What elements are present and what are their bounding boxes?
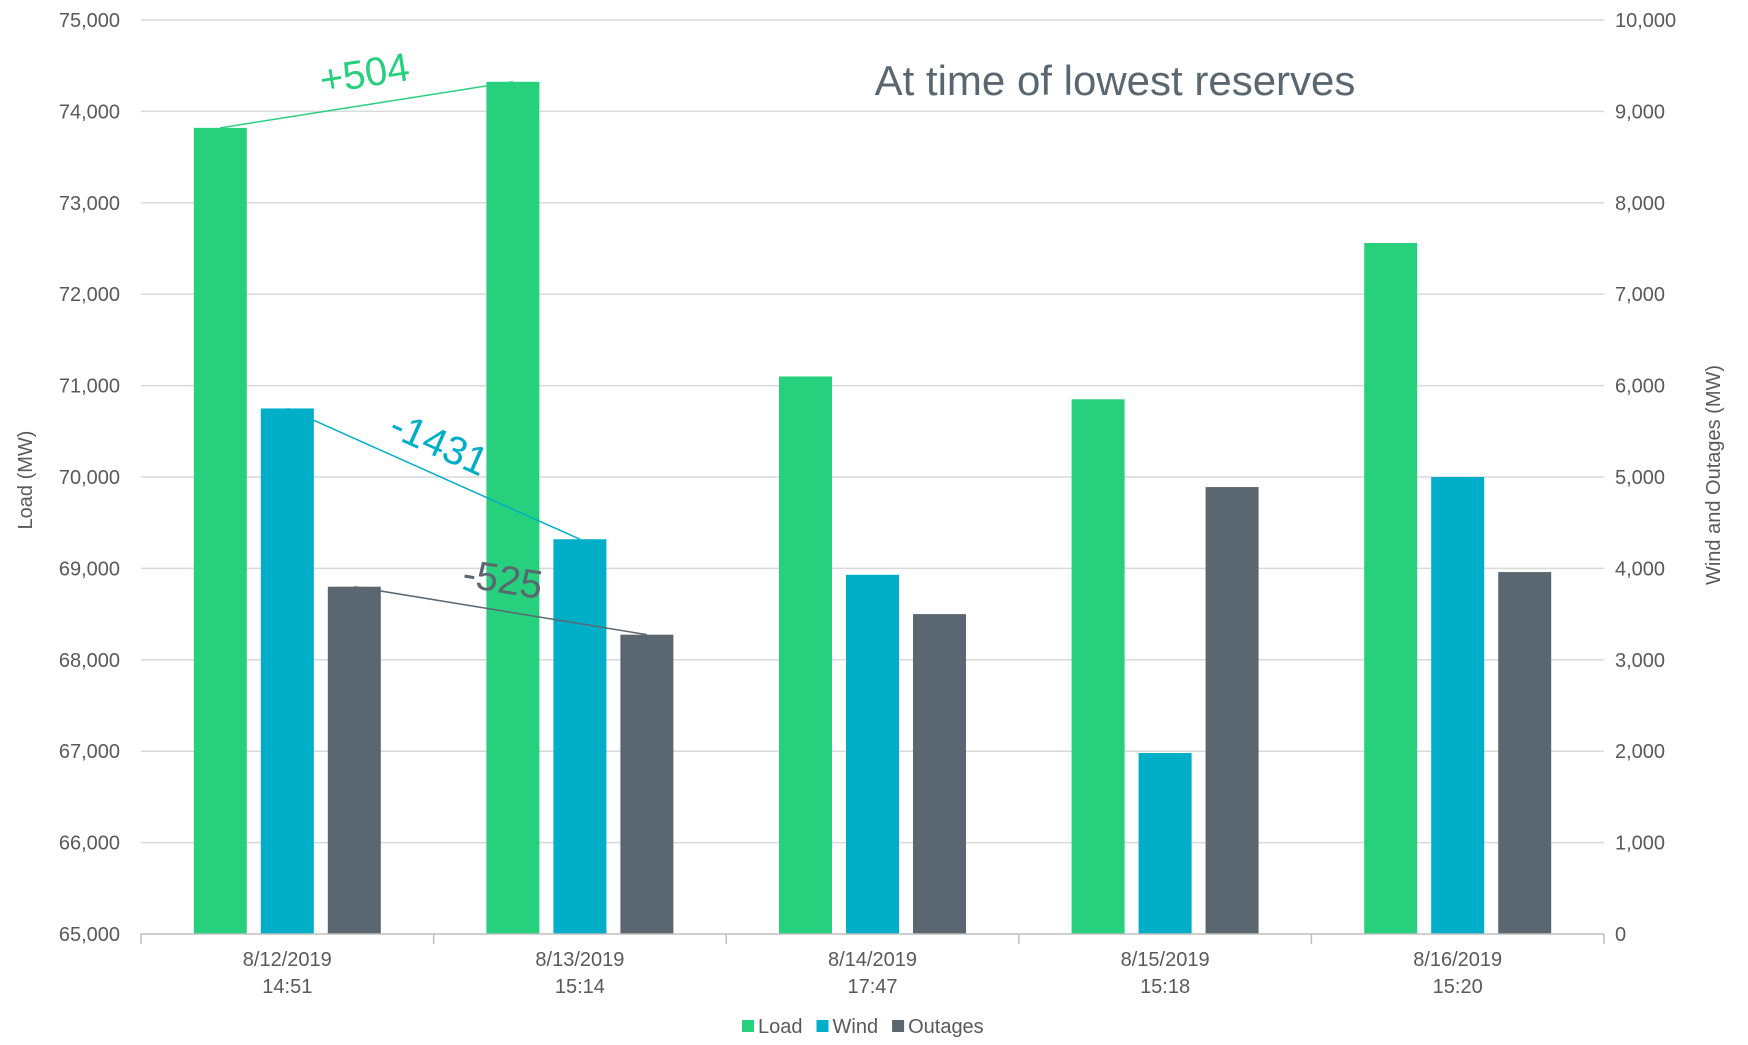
y-axis-title: Load (MW)	[15, 431, 37, 530]
legend-swatch-wind	[816, 1020, 829, 1032]
y-tick-label: 70,000	[59, 467, 120, 489]
y-tick-label: 66,000	[59, 833, 120, 855]
bar-outages	[913, 614, 966, 934]
legend-swatch-load	[742, 1020, 754, 1032]
gridlines	[141, 19, 1604, 844]
y2-tick-label: 1,000	[1615, 833, 1665, 855]
bar-outages	[620, 634, 674, 934]
annotation-label: +504	[317, 45, 413, 102]
y2-tick-label: 8,000	[1615, 193, 1665, 215]
bar-load	[193, 127, 247, 935]
bar-load	[779, 376, 832, 935]
legend-label-wind: Wind	[833, 1016, 879, 1038]
y2-tick-label: 2,000	[1615, 741, 1665, 763]
bar-outages	[1205, 487, 1259, 934]
y2-tick-label: 3,000	[1615, 650, 1665, 672]
annotation-line	[354, 585, 648, 636]
axes: 65,000 66,000 67,000 68,000 69,000 70,000 71,0…	[59, 10, 1676, 998]
bar-wind	[260, 408, 314, 934]
y2-tick-label: 10,000	[1615, 10, 1676, 32]
legend: Load Wind Outages	[742, 1016, 984, 1038]
bars	[193, 81, 1552, 935]
y-tick-label: 65,000	[59, 924, 120, 946]
x-tick-label: 8/14/2019 17:47	[828, 949, 917, 998]
legend-swatch-outages	[892, 1020, 905, 1032]
bar-wind	[846, 574, 899, 934]
annotation-line	[220, 81, 514, 129]
bar-load	[1071, 399, 1125, 934]
y-tick-label: 73,000	[59, 193, 120, 215]
legend-label-outages: Outages	[908, 1016, 984, 1038]
y2-tick-label: 9,000	[1615, 101, 1665, 123]
y-tick-label: 72,000	[59, 284, 120, 306]
bar-outages	[327, 586, 381, 934]
y2-tick-label: 0	[1615, 924, 1626, 946]
x-tick-label: 8/16/2019 15:20	[1413, 949, 1502, 998]
y-tick-label: 67,000	[59, 741, 120, 763]
x-tick-label: 8/13/2019 15:14	[535, 949, 624, 998]
bar-wind	[1431, 477, 1485, 934]
y-tick-label: 75,000	[59, 10, 120, 32]
y2-tick-label: 4,000	[1615, 558, 1665, 580]
y2-tick-label: 7,000	[1615, 284, 1665, 306]
bar-load	[1364, 243, 1418, 935]
legend-label-load: Load	[758, 1016, 803, 1038]
x-tick-label: 8/15/2019 15:18	[1121, 949, 1210, 998]
annotation-line	[286, 407, 581, 540]
y-tick-label: 68,000	[59, 650, 120, 672]
bar-outages	[1498, 572, 1552, 934]
y-tick-label: 69,000	[59, 558, 120, 580]
y2-tick-label: 6,000	[1615, 376, 1665, 398]
bar-load	[486, 81, 540, 935]
y-tick-label: 74,000	[59, 101, 120, 123]
y2-axis-title: Wind and Outages (MW)	[1703, 365, 1725, 585]
bar-wind	[1138, 753, 1192, 934]
x-tick-label: 8/12/2019 14:51	[243, 949, 332, 998]
y-tick-label: 71,000	[59, 376, 120, 398]
y2-tick-label: 5,000	[1615, 467, 1665, 489]
bar-wind	[553, 539, 607, 934]
annotation-label: -1431	[383, 403, 494, 485]
chart-title: At time of lowest reserves	[875, 57, 1356, 104]
